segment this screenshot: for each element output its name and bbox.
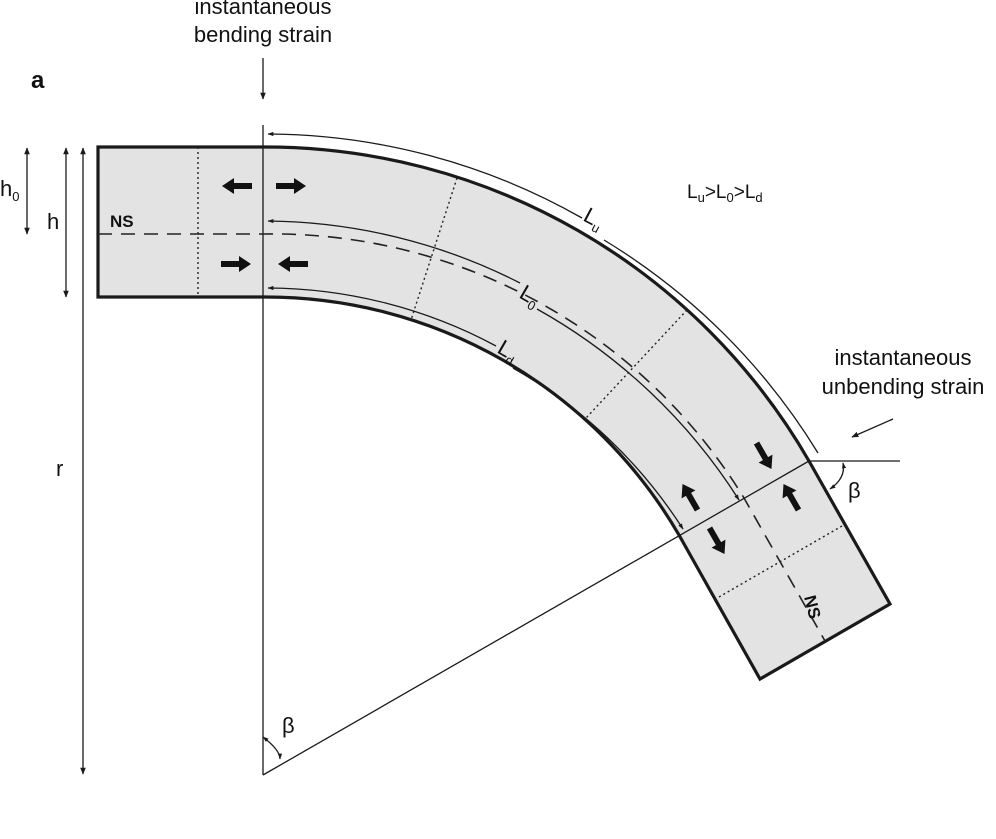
l0-arc-end bbox=[536, 308, 740, 501]
beta-label-bottom: β bbox=[282, 713, 295, 738]
panel-label: a bbox=[31, 67, 45, 94]
length-relation: Lu>L0>Ld bbox=[687, 182, 763, 205]
unbending-strain-pointer bbox=[851, 418, 894, 438]
arrow-right-icon bbox=[276, 178, 306, 194]
top-note-line2: bending strain bbox=[194, 22, 332, 47]
lu-arc-end bbox=[603, 239, 819, 454]
neutral-surface bbox=[98, 233, 826, 642]
side-note-line1: instantaneous bbox=[835, 345, 972, 370]
h-label: h bbox=[47, 209, 59, 234]
arrow-left-icon bbox=[278, 256, 308, 272]
arrow-up-icon bbox=[782, 484, 802, 512]
beam-body bbox=[96, 145, 893, 682]
l0-arc bbox=[267, 218, 521, 284]
ns-label-left: NS bbox=[110, 212, 134, 231]
side-note-line2: unbending strain bbox=[822, 374, 985, 399]
radius-line bbox=[262, 460, 810, 776]
ld-arc bbox=[267, 285, 497, 347]
lu-arc bbox=[267, 131, 583, 219]
arrow-left-icon bbox=[222, 178, 252, 194]
arrow-right-icon bbox=[221, 256, 251, 272]
beta-angle-arc-right bbox=[829, 462, 847, 490]
h0-label: h0 bbox=[0, 176, 19, 204]
ld-arc-end bbox=[512, 367, 684, 530]
beta-label-right: β bbox=[848, 478, 861, 503]
beta-angle-arc-bottom bbox=[262, 736, 283, 760]
r-label: r bbox=[56, 456, 63, 481]
arrow-down-icon bbox=[706, 526, 726, 554]
strain-arrows-left bbox=[221, 178, 308, 272]
arrow-down-icon bbox=[753, 441, 773, 469]
strain-arrows-right bbox=[681, 441, 802, 554]
lu-label: Lu bbox=[578, 202, 608, 236]
arrow-up-icon bbox=[681, 484, 701, 512]
top-note-line1: instantaneous bbox=[195, 0, 332, 19]
section-lines bbox=[197, 147, 843, 602]
